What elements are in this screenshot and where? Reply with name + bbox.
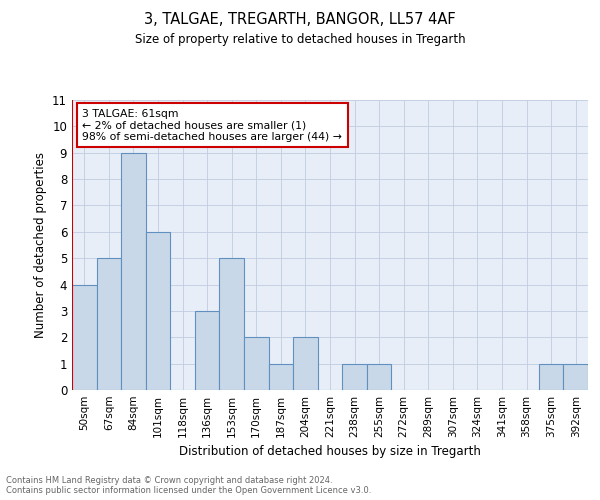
Bar — [269, 364, 293, 390]
Bar — [539, 364, 563, 390]
X-axis label: Distribution of detached houses by size in Tregarth: Distribution of detached houses by size … — [179, 446, 481, 458]
Bar — [563, 364, 588, 390]
Bar — [220, 258, 244, 390]
Bar — [244, 338, 269, 390]
Bar — [121, 152, 146, 390]
Bar — [72, 284, 97, 390]
Text: Size of property relative to detached houses in Tregarth: Size of property relative to detached ho… — [134, 32, 466, 46]
Text: 3, TALGAE, TREGARTH, BANGOR, LL57 4AF: 3, TALGAE, TREGARTH, BANGOR, LL57 4AF — [144, 12, 456, 28]
Bar — [97, 258, 121, 390]
Bar — [195, 311, 220, 390]
Y-axis label: Number of detached properties: Number of detached properties — [34, 152, 47, 338]
Bar — [342, 364, 367, 390]
Bar — [293, 338, 318, 390]
Bar — [146, 232, 170, 390]
Bar — [367, 364, 391, 390]
Text: Contains HM Land Registry data © Crown copyright and database right 2024.
Contai: Contains HM Land Registry data © Crown c… — [6, 476, 371, 495]
Text: 3 TALGAE: 61sqm
← 2% of detached houses are smaller (1)
98% of semi-detached hou: 3 TALGAE: 61sqm ← 2% of detached houses … — [82, 108, 342, 142]
